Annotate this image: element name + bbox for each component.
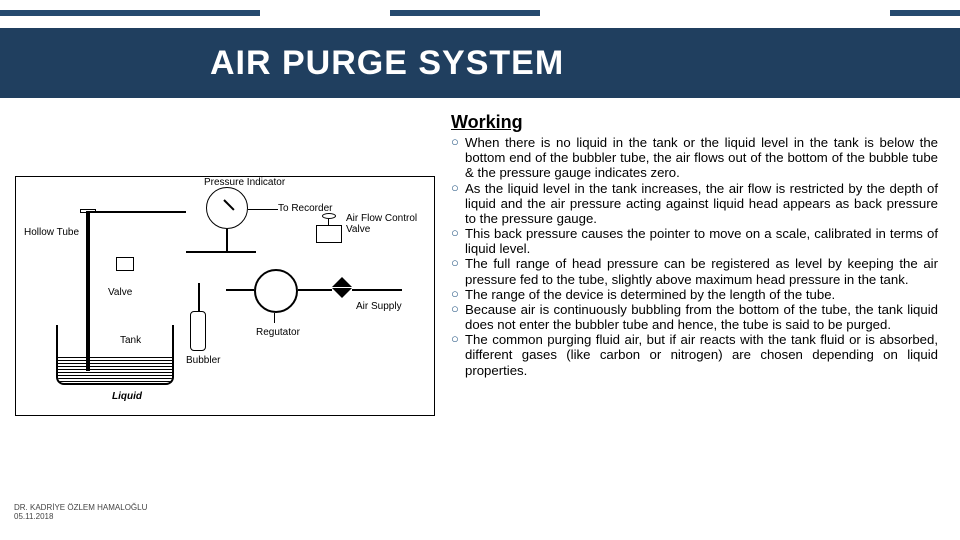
afcv-stem (328, 219, 329, 225)
slide-title: AIR PURGE SYSTEM (210, 44, 564, 83)
label-air-supply: Air Supply (356, 301, 402, 312)
bullet-item: As the liquid level in the tank increase… (451, 181, 938, 227)
mid-run-line (186, 251, 256, 253)
regulator-out-line (226, 289, 254, 291)
strip-seg-2 (390, 10, 540, 16)
label-pressure-indicator: Pressure Indicator (204, 177, 285, 188)
air-supply-valve-shape (332, 277, 352, 299)
label-afcv: Air Flow Control Valve (346, 213, 417, 235)
strip-seg-1 (0, 10, 260, 16)
label-regulator: Regutator (256, 327, 300, 338)
label-bubbler: Bubbler (186, 355, 220, 366)
regulator-shape (254, 269, 298, 313)
section-heading: Working (451, 112, 938, 133)
footer-date: 05.11.2018 (14, 512, 147, 522)
bubbler-shape (190, 311, 206, 351)
bullet-item: The common purging fluid air, but if air… (451, 332, 938, 378)
slide-root: AIR PURGE SYSTEM (0, 0, 960, 540)
bullet-item: When there is no liquid in the tank or t… (451, 135, 938, 181)
air-supply-line (352, 289, 402, 291)
regulator-down-line (274, 313, 275, 323)
label-liquid: Liquid (112, 391, 142, 402)
title-banner: AIR PURGE SYSTEM (0, 28, 960, 98)
bubbler-line (198, 283, 200, 311)
valve-shape (116, 257, 134, 271)
footer: DR. KADRİYE ÖZLEM HAMALOĞLU 05.11.2018 (14, 503, 147, 522)
decorative-top-strip (0, 10, 960, 28)
hollow-tube-shape (86, 211, 90, 371)
text-column: Working When there is no liquid in the t… (445, 108, 960, 528)
liquid-hatch (58, 357, 172, 383)
pi-to-recorder-line (248, 209, 278, 210)
diagram-column: Hollow Tube Pressure Indicator To Record… (0, 108, 445, 528)
afcv-body (316, 225, 342, 243)
bullet-list: When there is no liquid in the tank or t… (451, 135, 938, 378)
bullet-item: This back pressure causes the pointer to… (451, 226, 938, 256)
regulator-in-line (298, 289, 332, 291)
pi-stem (226, 229, 228, 251)
label-valve: Valve (108, 287, 132, 298)
tube-horizontal (90, 211, 186, 213)
label-to-recorder: To Recorder (278, 203, 332, 214)
bullet-item: Because air is continuously bubbling fro… (451, 302, 938, 332)
air-purge-diagram: Hollow Tube Pressure Indicator To Record… (15, 176, 435, 416)
pressure-indicator-shape (206, 187, 248, 229)
bullet-item: The full range of head pressure can be r… (451, 256, 938, 286)
strip-seg-3 (890, 10, 960, 16)
label-hollow-tube: Hollow Tube (24, 227, 79, 238)
bullet-item: The range of the device is determined by… (451, 287, 938, 302)
footer-author: DR. KADRİYE ÖZLEM HAMALOĞLU (14, 503, 147, 513)
label-tank: Tank (120, 335, 141, 346)
content-area: Hollow Tube Pressure Indicator To Record… (0, 108, 960, 528)
